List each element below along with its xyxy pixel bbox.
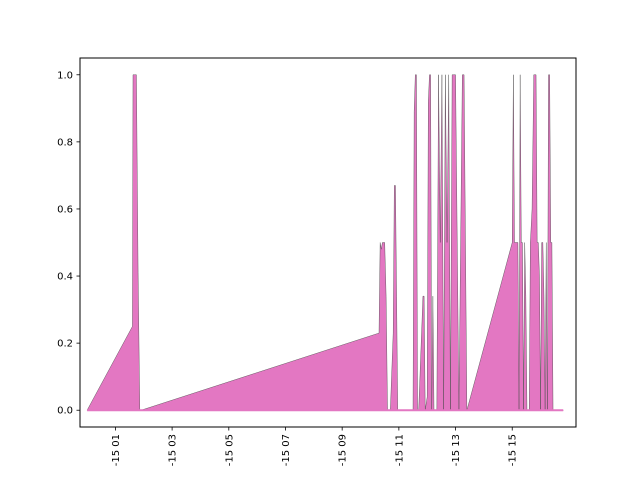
x-tick-label: -15 13 — [451, 434, 462, 466]
y-tick-label: 0.4 — [57, 272, 73, 283]
y-axis: 0.0 0.2 0.4 0.6 0.8 1.0 — [57, 70, 80, 417]
x-tick-label: -15 09 — [338, 434, 349, 466]
x-tick-label: -15 11 — [394, 434, 405, 466]
series-area-0 — [86, 74, 564, 411]
y-tick-label: 0.2 — [57, 339, 73, 350]
y-tick-label: 0.8 — [57, 137, 73, 148]
y-tick-label: 0.0 — [57, 406, 73, 417]
y-tick-label: 1.0 — [57, 70, 73, 81]
x-tick-label: -15 15 — [508, 434, 519, 466]
x-tick-label: -15 03 — [168, 434, 179, 466]
plot-area — [86, 74, 564, 412]
x-axis: -15 01 -15 03 -15 05 -15 07 -15 09 -15 11 -15 … — [111, 427, 519, 466]
axes-frame — [79, 57, 577, 428]
y-tick-label: 0.6 — [57, 204, 73, 215]
x-tick-label: -15 07 — [281, 434, 292, 466]
x-tick-label: -15 01 — [111, 434, 122, 466]
x-tick-label: -15 05 — [224, 434, 235, 466]
